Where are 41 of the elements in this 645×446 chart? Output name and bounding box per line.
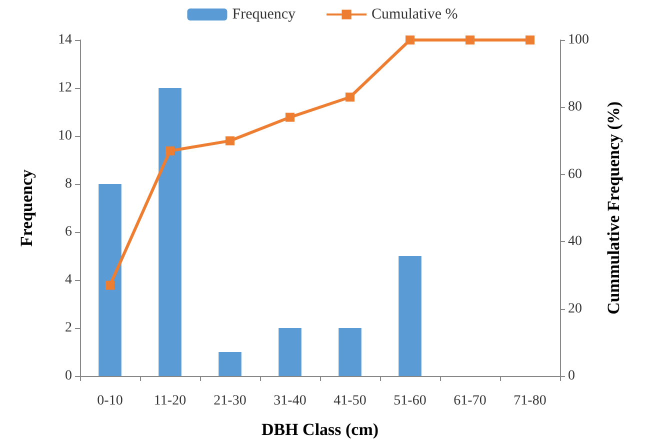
y2-axis-title: Cummulative Frequency (%) [604,101,623,315]
y2-tick-label: 60 [568,166,582,182]
legend-label: Frequency [232,6,296,22]
y2-tick-label: 20 [568,301,582,316]
legend-label: Cumulative % [372,6,458,22]
y-axis-title: Frequency [17,168,36,247]
point [286,112,294,122]
y-tick-label: 8 [65,176,72,192]
bar [158,88,182,376]
point [166,146,174,156]
y-tick-label: 4 [65,272,72,288]
bar [398,256,422,376]
x-tick-label: 41-50 [334,394,366,408]
x-tick-label: 61-70 [454,394,486,408]
y-tick-label: 12 [58,80,72,96]
y2-tick-label: 80 [568,100,582,115]
y-tick-label: 10 [58,128,72,144]
point [526,36,534,44]
x-tick-label: 31-40 [274,394,306,408]
point [106,280,114,290]
y-tick-label: 2 [65,320,72,336]
y-tick-label: 14 [58,32,72,48]
bar [278,328,302,376]
point [346,92,354,102]
point [466,36,474,44]
y2-tick-label: 0 [568,368,575,384]
y2-tick-label: 100 [568,32,589,48]
point [406,36,414,44]
bar [338,328,362,376]
x-tick-label: 0-10 [97,394,123,408]
x-tick-label: 21-30 [214,394,246,408]
bar [218,352,242,376]
x-tick-label: 51-60 [394,394,426,408]
y-tick-label: 0 [65,368,72,384]
point [226,136,234,146]
x-tick-label: 11-20 [154,394,186,408]
y-tick-label: 6 [65,224,72,240]
bar [98,184,122,376]
y2-tick-label: 40 [568,234,582,250]
x-tick-label: 71-80 [514,394,546,408]
x-axis-title: DBH Class (cm) [261,420,379,439]
